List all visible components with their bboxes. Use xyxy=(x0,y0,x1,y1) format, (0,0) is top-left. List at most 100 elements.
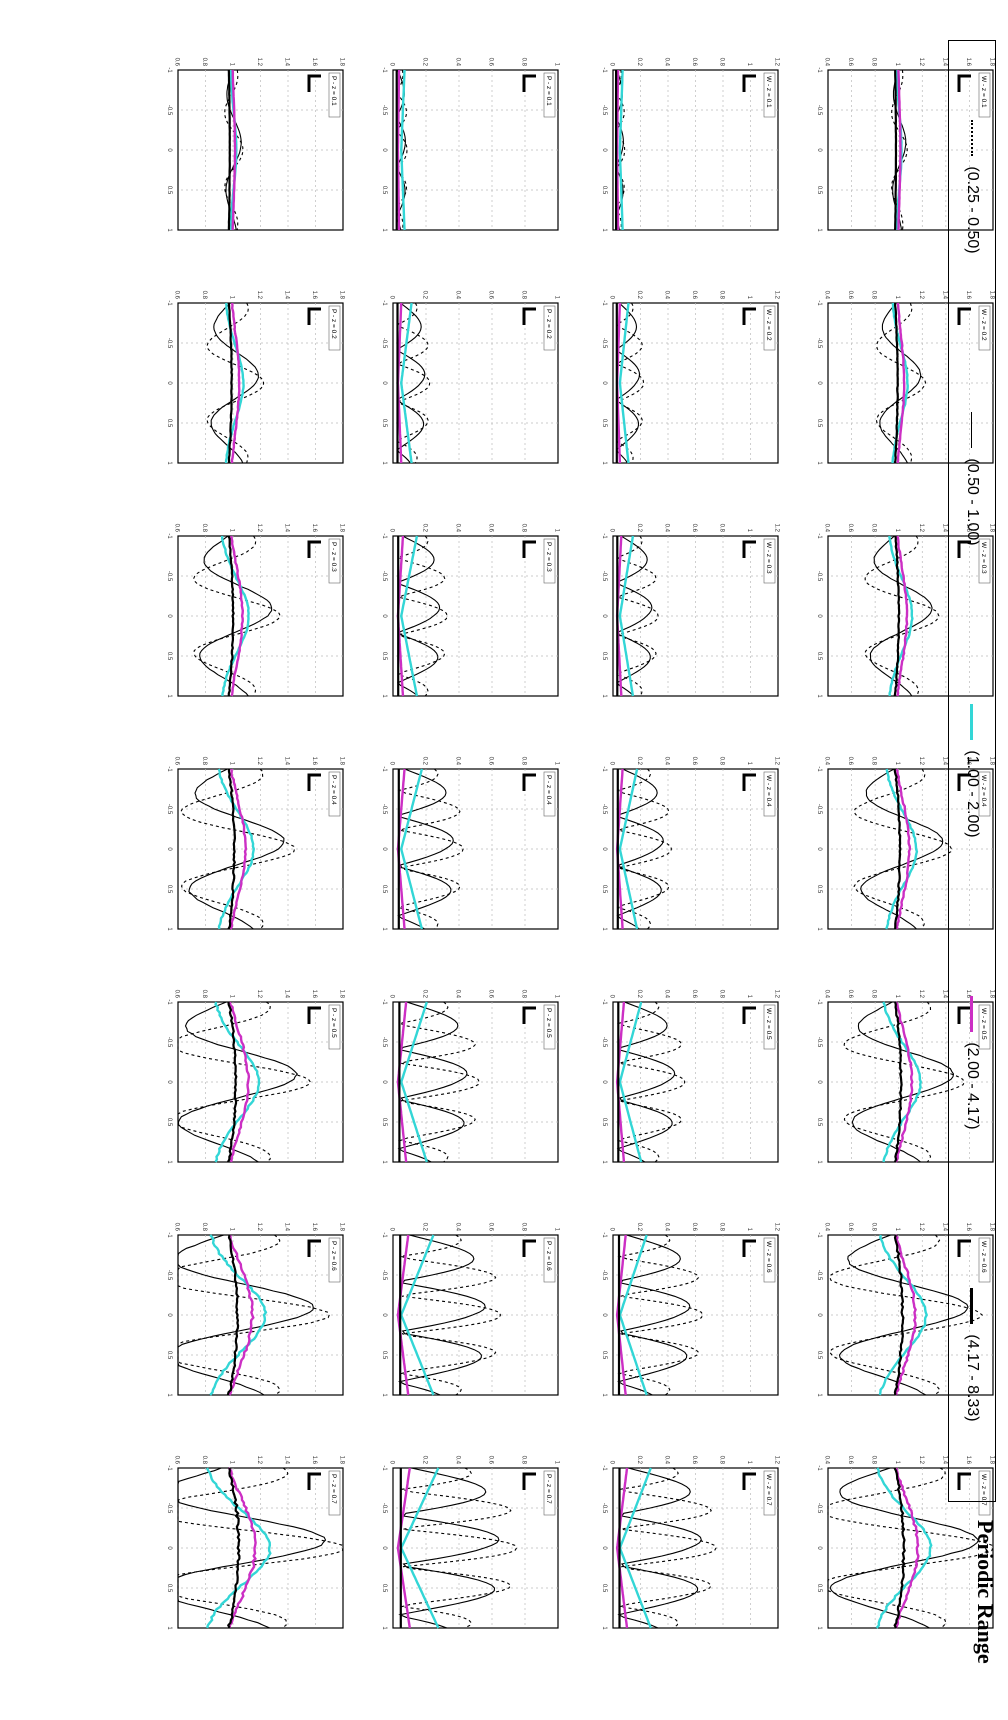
series-line-4 xyxy=(396,1001,408,1163)
y-tick-label: 0.4 xyxy=(664,1223,670,1232)
x-tick-label: -1 xyxy=(166,67,172,73)
x-tick-label: -0.5 xyxy=(601,571,607,582)
x-tick-label: -1 xyxy=(166,766,172,772)
y-tick-label: 1.8 xyxy=(989,58,995,67)
panel-label-text: P - z = 0.2 xyxy=(330,309,337,339)
x-tick-label: 0 xyxy=(816,1080,822,1084)
y-tick-label: 0 xyxy=(389,296,395,300)
panel-r2-c3: 0 0.2 0.4 0.6 0.8 1 1.2 -1 -0.5 0 0.5 1 W - z = 0.3 xyxy=(601,524,780,699)
legend-box: (0.25 - 0.50) (0.50 - 1.00) (1.00 - 2.00… xyxy=(948,40,996,1502)
x-tick-label: 0.5 xyxy=(166,419,172,428)
y-tick-label: 0.2 xyxy=(636,58,642,67)
panel-r1-c7: 0.4 0.6 0.8 1 1.2 1.4 1.6 1.8 -1 -0.5 0 0.5 1 W - z =… xyxy=(816,1456,995,1631)
y-tick-label: 0.6 xyxy=(488,58,494,67)
x-tick-label: -1 xyxy=(816,1465,822,1471)
y-tick-label: 0.2 xyxy=(636,757,642,766)
panel-label: W - z = 0.1 xyxy=(978,72,991,118)
x-tick-label: 0 xyxy=(381,381,387,385)
series-line-4 xyxy=(396,1467,411,1629)
series-line-1 xyxy=(192,535,281,697)
x-tick-label: 0 xyxy=(816,148,822,152)
panel-r3-c3: 0 0.2 0.4 0.6 0.8 1 -1 -0.5 0 0.5 1 P - z = 0.3 xyxy=(381,524,560,699)
series-line-3 xyxy=(399,535,419,697)
x-tick-label: -1 xyxy=(166,1465,172,1471)
y-tick-label: 0 xyxy=(389,1228,395,1232)
panel-label: W - z = 0.2 xyxy=(978,305,991,351)
y-tick-label: 1 xyxy=(229,63,235,67)
y-tick-label: 1.4 xyxy=(284,990,290,999)
x-tick-label: -0.5 xyxy=(166,1037,172,1048)
x-tick-label: -0.5 xyxy=(816,105,822,116)
y-tick-label: 0.6 xyxy=(847,58,853,67)
y-tick-label: 1 xyxy=(554,762,560,766)
x-tick-label: 0.5 xyxy=(166,1118,172,1127)
panel-label-text: W - z = 0.3 xyxy=(980,542,987,574)
x-tick-label: -1 xyxy=(816,766,822,772)
x-tick-label: 1 xyxy=(816,461,822,465)
scale-bar xyxy=(742,1472,756,1490)
panel-label: P - z = 0.4 xyxy=(328,771,341,817)
y-tick-label: 0.4 xyxy=(664,757,670,766)
series-line-3 xyxy=(882,1001,923,1163)
x-tick-label: -1 xyxy=(816,999,822,1005)
y-tick-label: 0.2 xyxy=(422,1456,428,1465)
y-tick-label: 0.4 xyxy=(824,58,830,67)
y-tick-label: 0.8 xyxy=(719,1223,725,1232)
x-tick-label: -0.5 xyxy=(381,105,387,116)
y-tick-label: 0.6 xyxy=(847,757,853,766)
x-tick-label: -1 xyxy=(381,1465,387,1471)
panel-label-text: P - z = 0.1 xyxy=(330,76,337,106)
x-tick-label: 0.5 xyxy=(601,419,607,428)
series-line-1 xyxy=(177,1001,312,1163)
y-tick-label: 0.8 xyxy=(201,1223,207,1232)
series-line-2 xyxy=(177,1234,314,1396)
series-line-3 xyxy=(618,69,624,231)
scale-bar xyxy=(957,74,971,92)
panel-r4-c6: 0.6 0.8 1 1.2 1.4 1.6 1.8 -1 -0.5 0 0.5 1 P - z = 0.… xyxy=(166,1223,345,1398)
series-line-3 xyxy=(214,1001,261,1163)
series-line-4 xyxy=(231,69,237,230)
x-tick-label: -1 xyxy=(816,533,822,539)
panel-r4-c3: 0.6 0.8 1 1.2 1.4 1.6 1.8 -1 -0.5 0 0.5 1 P - z = 0.… xyxy=(166,524,345,699)
y-tick-label: 1.2 xyxy=(774,990,780,999)
series-line-4 xyxy=(396,70,401,230)
series-line-1 xyxy=(619,1467,717,1629)
x-tick-label: -0.5 xyxy=(381,804,387,815)
x-tick-label: 1 xyxy=(601,1160,607,1164)
series-line-4 xyxy=(615,70,620,230)
panel-label: W - z = 0.4 xyxy=(763,771,776,817)
x-tick-label: -1 xyxy=(816,67,822,73)
scale-bar xyxy=(522,773,536,791)
series-line-4 xyxy=(396,1234,410,1396)
y-tick-label: 0.4 xyxy=(824,291,830,300)
series-line-2 xyxy=(829,1467,980,1629)
x-tick-label: 0.5 xyxy=(816,1584,822,1593)
y-tick-label: 1 xyxy=(894,1461,900,1465)
scale-bar xyxy=(957,307,971,325)
y-tick-label: 1.2 xyxy=(256,757,262,766)
scale-bar xyxy=(522,540,536,558)
panel-label-text: W - z = 0.6 xyxy=(765,1241,772,1273)
y-tick-label: 1 xyxy=(554,63,560,67)
x-tick-label: 1 xyxy=(166,694,172,698)
series-line-3 xyxy=(875,1467,933,1629)
x-tick-label: 0.5 xyxy=(816,885,822,894)
scale-bar xyxy=(957,540,971,558)
series-line-1 xyxy=(397,768,464,930)
scale-bar xyxy=(307,1472,321,1490)
y-tick-label: 1.4 xyxy=(941,524,947,533)
y-tick-label: 0.6 xyxy=(847,291,853,300)
series-line-2 xyxy=(879,302,922,464)
series-line-1 xyxy=(616,768,672,930)
y-tick-label: 1 xyxy=(746,762,752,766)
series-line-3 xyxy=(885,768,919,930)
y-tick-label: 1.2 xyxy=(918,524,924,533)
y-tick-label: 0.6 xyxy=(847,990,853,999)
scale-bar xyxy=(307,74,321,92)
panel-label: W - z = 0.4 xyxy=(978,771,991,817)
panel-label-text: P - z = 0.1 xyxy=(545,76,552,106)
series-line-1 xyxy=(401,1467,518,1629)
y-tick-label: 0.6 xyxy=(847,1456,853,1465)
panel-label: P - z = 0.3 xyxy=(328,538,341,584)
panel-label-text: W - z = 0.4 xyxy=(765,775,772,807)
